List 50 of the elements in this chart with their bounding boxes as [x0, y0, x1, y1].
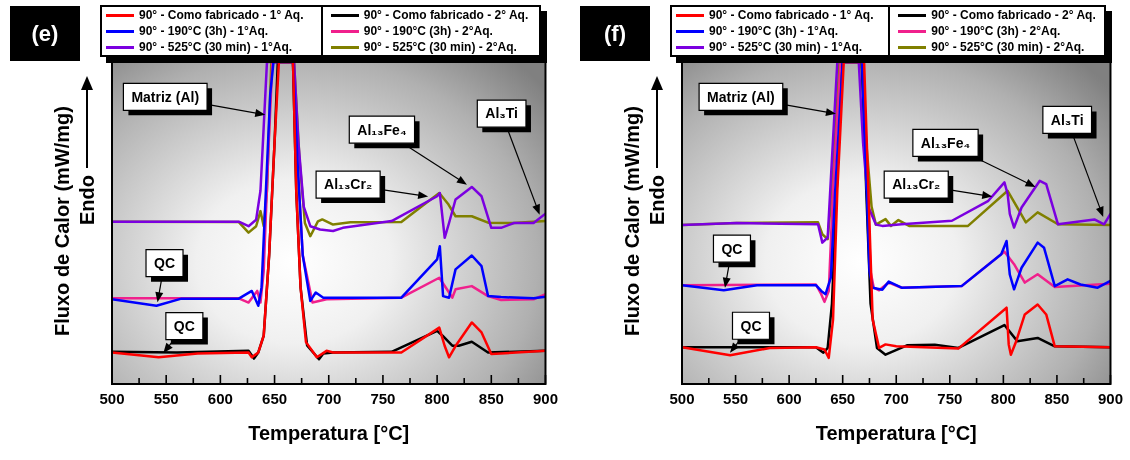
annotation: Al₁₃Fe₄ [357, 121, 407, 138]
annotation: Al₃Ti [485, 105, 518, 122]
legend-label: 90° - 190°C (3h) - 1°Aq. [139, 24, 269, 38]
legend-label: 90° - 190°C (3h) - 1°Aq. [709, 24, 839, 38]
legend-label: 90° - Como fabricado - 2° Aq. [931, 8, 1096, 22]
x-tick-label: 850 [1044, 390, 1070, 408]
x-tick-label: 550 [153, 390, 179, 408]
annotation: QC [721, 240, 743, 257]
y-axis-title: Fluxo de Calor (mW/mg) [50, 106, 74, 336]
x-tick-label: 750 [370, 390, 396, 408]
chart-title: (e) [10, 6, 80, 61]
annotation: Al₁₃Fe₄ [920, 134, 971, 151]
annotation: Al₃Ti [1050, 111, 1084, 128]
x-tick-label: 700 [883, 390, 909, 408]
annotation: Matriz (Al) [131, 88, 200, 105]
x-axis-title: Temperatura [°C] [815, 421, 977, 444]
x-tick-label: 600 [207, 390, 233, 408]
x-tick-label: 500 [669, 390, 695, 408]
x-tick-label: 600 [776, 390, 802, 408]
annotation: Al₁₃Cr₂ [892, 176, 941, 193]
annotation: QC [173, 317, 195, 334]
x-tick-label: 700 [316, 390, 342, 408]
x-tick-label: 800 [424, 390, 450, 408]
annotation: Matriz (Al) [707, 88, 775, 105]
x-tick-label: 800 [990, 390, 1016, 408]
y-axis-title: Fluxo de Calor (mW/mg) [620, 106, 644, 336]
annotation: QC [154, 255, 176, 272]
x-tick-label: 500 [99, 390, 125, 408]
x-tick-label: 750 [937, 390, 963, 408]
text: Endo [645, 175, 669, 225]
x-tick-label: 850 [478, 390, 504, 408]
legend-label: 90° - Como fabricado - 1° Aq. [709, 8, 874, 22]
x-tick-label: 900 [532, 390, 558, 408]
annotation: QC [740, 317, 762, 334]
x-tick-label: 650 [830, 390, 856, 408]
text: Endo [75, 175, 99, 225]
legend-label: 90° - Como fabricado - 1° Aq. [139, 8, 304, 22]
legend-label: 90° - 190°C (3h) - 2°Aq. [363, 24, 493, 38]
legend-label: 90° - 525°C (30 min) - 2°Aq. [363, 40, 517, 54]
legend-label: 90° - 190°C (3h) - 2°Aq. [931, 24, 1061, 38]
legend-label: 90° - 525°C (30 min) - 1°Aq. [139, 40, 293, 54]
x-tick-label: 900 [1097, 390, 1123, 408]
x-tick-label: 550 [723, 390, 749, 408]
x-axis-title: Temperatura [°C] [248, 421, 410, 444]
x-tick-label: 650 [262, 390, 288, 408]
legend-label: 90° - 525°C (30 min) - 1°Aq. [709, 40, 863, 54]
annotation: Al₁₃Cr₂ [324, 176, 373, 193]
legend-label: 90° - 525°C (30 min) - 2°Aq. [931, 40, 1085, 54]
chart-title: (f) [580, 6, 650, 61]
legend-label: 90° - Como fabricado - 2° Aq. [363, 8, 529, 22]
